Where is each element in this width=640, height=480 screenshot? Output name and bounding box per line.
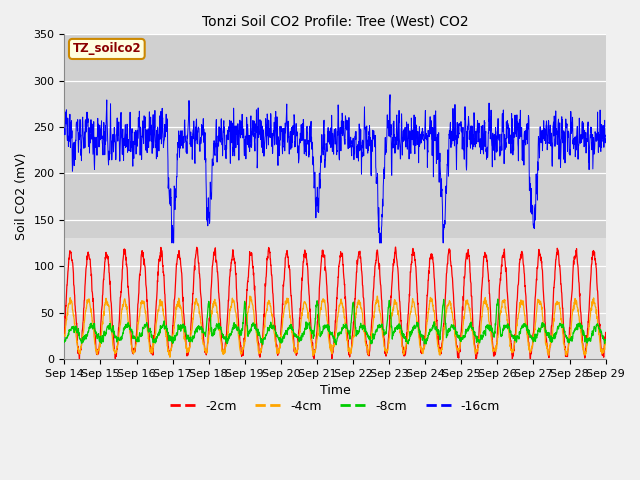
Legend: -2cm, -4cm, -8cm, -16cm: -2cm, -4cm, -8cm, -16cm [165,395,505,418]
Text: TZ_soilco2: TZ_soilco2 [72,42,141,56]
Title: Tonzi Soil CO2 Profile: Tree (West) CO2: Tonzi Soil CO2 Profile: Tree (West) CO2 [202,15,468,29]
Y-axis label: Soil CO2 (mV): Soil CO2 (mV) [15,153,28,240]
Bar [65,35,605,239]
X-axis label: Time: Time [319,384,350,397]
